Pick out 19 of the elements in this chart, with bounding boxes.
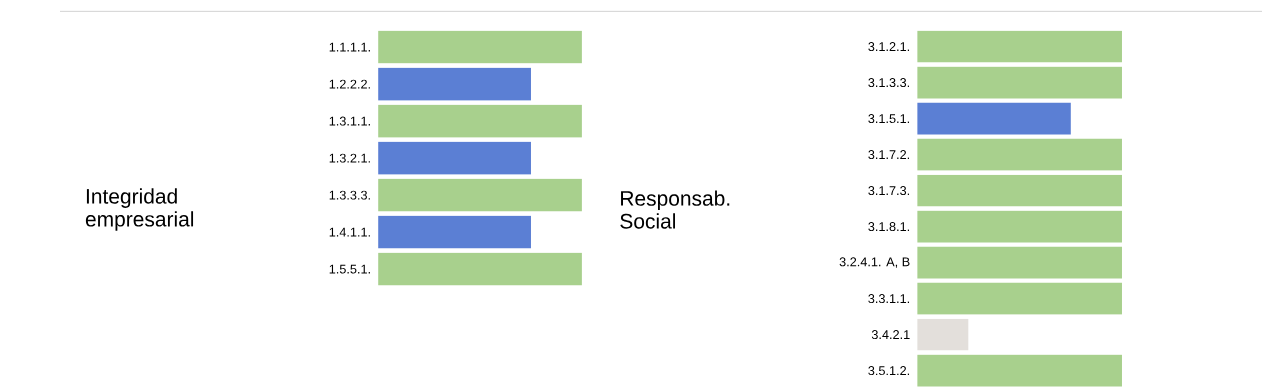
y-axis-title: Responsab. Social — [620, 190, 730, 229]
y-tick-label: 1.1.1.1. — [329, 42, 370, 52]
y-tick-label: 3.3.1.1. — [868, 294, 910, 304]
y-tick-label: 1.3.2.1. — [329, 153, 370, 163]
y-axis-title: Integridad empresarial — [85, 188, 194, 231]
y-tick-label: 1.3.1.1. — [329, 116, 370, 126]
y-tick-label: 3.1.5.1. — [868, 114, 910, 124]
y-tick-label: 3.5.1.2. — [868, 366, 910, 376]
y-tick-label: 3.1.2.1. — [868, 42, 910, 52]
y-tick-label: 1.5.5.1. — [329, 264, 370, 274]
y-tick-label: 3.1.7.3. — [868, 186, 910, 196]
y-tick-label: 3.1.7.2. — [868, 150, 910, 160]
y-tick-label: 1.2.2.2. — [329, 79, 370, 89]
y-tick-label: 3.2.4.1. A, B — [839, 257, 910, 269]
y-tick-label: 1.3.3.3. — [329, 190, 370, 200]
y-tick-label: 1.4.1.1. — [329, 227, 370, 237]
y-tick-label: 3.4.2.1 — [871, 330, 910, 340]
y-tick-label: 3.1.8.1. — [868, 222, 910, 232]
y-tick-label: 3.1.3.3. — [868, 78, 910, 88]
